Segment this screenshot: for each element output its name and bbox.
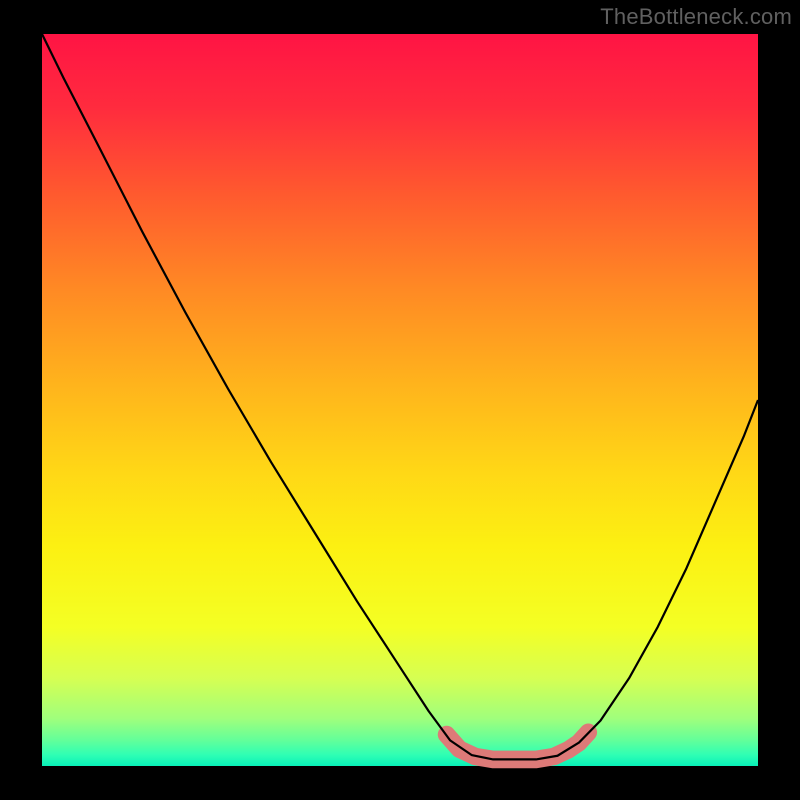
chart-container: TheBottleneck.com	[0, 0, 800, 800]
plot-background	[42, 34, 758, 766]
watermark-text: TheBottleneck.com	[600, 4, 792, 30]
bottleneck-chart	[0, 0, 800, 800]
